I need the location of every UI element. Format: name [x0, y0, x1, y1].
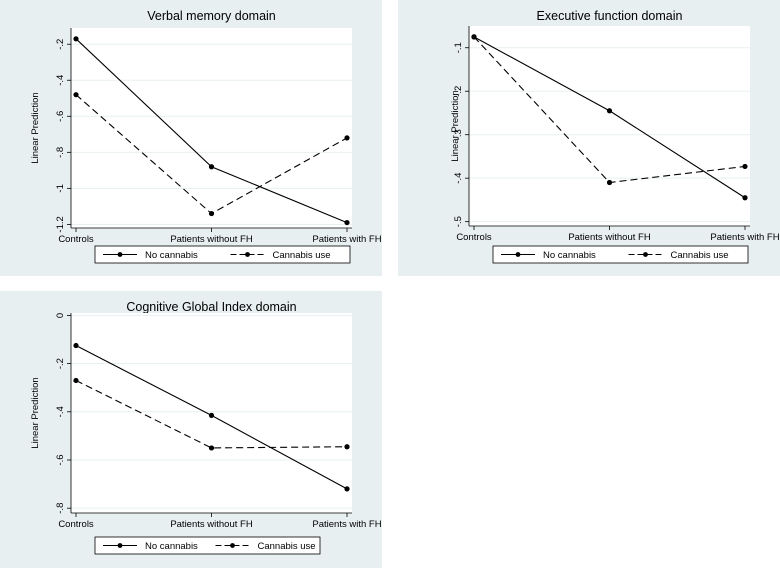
chart-svg-verbal-memory: Verbal memory domain -.2 -.4 -.6 -.8 -1 -1.2 Li…: [30, 9, 382, 264]
chart-svg-executive-function: Executive function domain -.1 -.2 -.3 -.4 -.5…: [450, 9, 780, 264]
legend-key-marker-no-cannabis: [117, 543, 123, 548]
data-point-cannabis-use-patients-without-fh: [208, 210, 215, 217]
legend-key-marker-no-cannabis: [117, 252, 123, 257]
data-point-no-cannabis-patients-without-fh: [208, 164, 215, 170]
data-point-no-cannabis-patients-with-fh: [742, 195, 748, 201]
y-tick-label: -.6: [55, 111, 66, 122]
y-axis-title: Linear Prediction: [30, 377, 41, 448]
data-point-cannabis-use-patients-without-fh: [606, 179, 613, 186]
chart-panel-verbal-memory: Verbal memory domain -.2 -.4 -.6 -.8 -1 -1.2 Li…: [0, 0, 382, 276]
y-tick-label: -.4: [55, 406, 66, 417]
y-tick-label: -.2: [453, 86, 464, 97]
data-point-cannabis-use-controls: [471, 34, 477, 40]
chart-title: Verbal memory domain: [147, 9, 276, 23]
y-tick-label: -.8: [55, 503, 66, 514]
x-tick-label-patients-with-fh: Patients with FH: [312, 519, 381, 530]
data-point-cannabis-use-controls: [73, 92, 79, 98]
legend-box: [492, 245, 749, 264]
legend-label-cannabis-use: Cannabis use: [273, 250, 331, 261]
y-axis-title: Linear Prediction: [450, 90, 461, 161]
y-tick-label: -.4: [55, 75, 66, 86]
data-point-cannabis-use-patients-with-fh: [344, 444, 350, 450]
data-point-cannabis-use-patients-with-fh: [344, 135, 350, 141]
x-tick-label-patients-without-fh: Patients without FH: [568, 232, 651, 243]
legend-key-marker-cannabis-use: [245, 252, 250, 257]
legend-label-cannabis-use: Cannabis use: [671, 250, 729, 261]
legend-box: [94, 245, 351, 264]
legend: No cannabis Cannabis use: [492, 245, 749, 264]
legend-box: [94, 536, 321, 555]
y-tick-label: -.2: [55, 39, 66, 50]
y-tick-label: -.3: [453, 129, 464, 140]
data-point-cannabis-use-patients-without-fh: [208, 445, 215, 451]
y-tick-label: -.6: [55, 454, 66, 465]
data-point-no-cannabis-patients-with-fh: [344, 486, 350, 492]
y-axis-title: Linear Prediction: [30, 92, 41, 163]
legend-key-marker-cannabis-use: [230, 543, 235, 548]
data-point-no-cannabis-controls: [73, 342, 79, 349]
series-line-cannabis-use: [75, 379, 348, 449]
x-tick-label-controls: Controls: [58, 234, 94, 245]
legend: No cannabis Cannabis use: [94, 536, 321, 555]
y-tick-label: 0: [55, 313, 66, 318]
legend-label-no-cannabis: No cannabis: [543, 250, 596, 261]
data-point-no-cannabis-patients-with-fh: [344, 219, 350, 226]
data-point-no-cannabis-patients-without-fh: [606, 108, 613, 114]
legend-label-cannabis-use: Cannabis use: [258, 541, 316, 552]
chart-svg-cognitive-global-index: Cognitive Global Index domain 0 -.2 -.4 -.6 -…: [30, 300, 382, 555]
chart-title: Cognitive Global Index domain: [126, 300, 296, 314]
x-tick-label-patients-without-fh: Patients without FH: [170, 234, 253, 245]
x-tick-label-controls: Controls: [456, 232, 492, 243]
plot-area: [469, 26, 750, 226]
chart-title: Executive function domain: [537, 9, 683, 23]
legend-key-marker-cannabis-use: [643, 252, 648, 257]
x-tick-label-controls: Controls: [58, 519, 94, 530]
y-tick-label: -.4: [453, 173, 464, 184]
y-tick-label: -1.2: [55, 216, 66, 232]
y-tick-label: -1: [55, 184, 66, 192]
legend-label-no-cannabis: No cannabis: [145, 250, 198, 261]
data-point-no-cannabis-controls: [73, 36, 79, 42]
data-point-no-cannabis-patients-without-fh: [208, 412, 215, 419]
y-tick-label: -.2: [55, 358, 66, 369]
data-point-cannabis-use-controls: [73, 377, 79, 384]
chart-panel-cognitive-global-index: Cognitive Global Index domain 0 -.2 -.4 -.6 -…: [0, 291, 382, 568]
legend: No cannabis Cannabis use: [94, 245, 351, 264]
y-tick-label: -.1: [453, 42, 464, 53]
x-tick-label-patients-without-fh: Patients without FH: [170, 519, 253, 530]
data-point-cannabis-use-patients-with-fh: [742, 163, 748, 170]
chart-panel-executive-function: Executive function domain -.1 -.2 -.3 -.4 -.5…: [398, 0, 780, 276]
y-tick-label: -.5: [453, 216, 464, 227]
y-tick-label: -.8: [55, 147, 66, 158]
x-tick-label-patients-with-fh: Patients with FH: [312, 234, 381, 245]
legend-label-no-cannabis: No cannabis: [145, 541, 198, 552]
legend-key-marker-no-cannabis: [515, 252, 521, 257]
plot-area: [71, 28, 352, 228]
x-tick-label-patients-with-fh: Patients with FH: [710, 232, 779, 243]
